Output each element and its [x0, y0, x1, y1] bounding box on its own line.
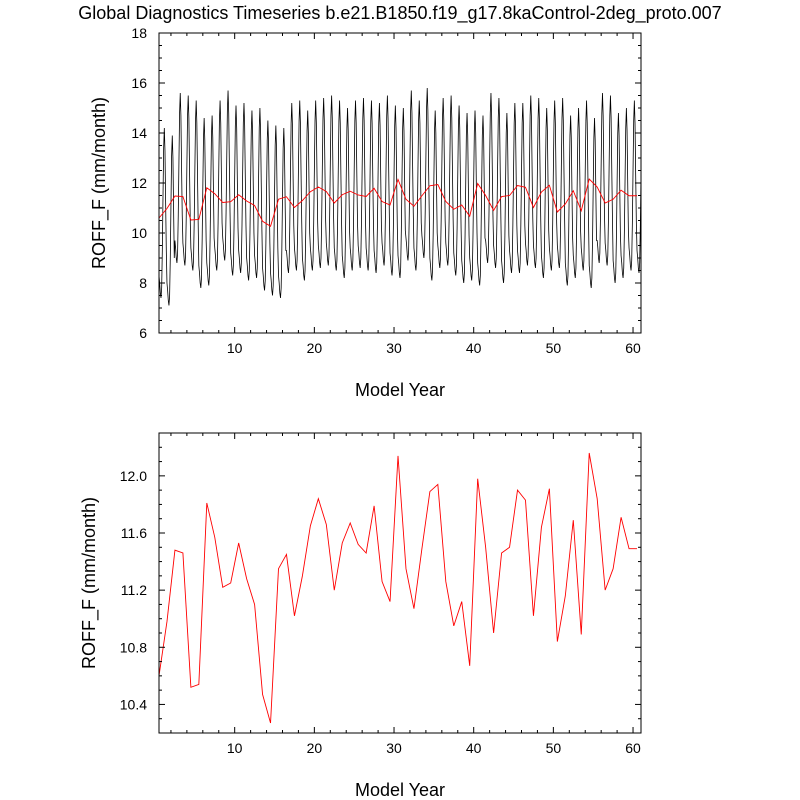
bottom-y-tick-label: 10.4	[120, 696, 147, 712]
bottom-y-tick-label: 10.8	[120, 639, 147, 655]
top-y-tick-label: 10	[131, 225, 147, 241]
top-x-tick-label: 40	[466, 340, 482, 356]
top-annual-series-line	[158, 178, 638, 227]
bottom-x-tick-label: 10	[227, 740, 243, 756]
top-x-tick-label: 30	[386, 340, 402, 356]
top-y-tick-label: 8	[139, 275, 147, 291]
top-y-tick-label: 12	[131, 175, 147, 191]
bottom-panel-ticks: 10 20 30 40 50 60 10.4 10.8 11.2 11.6 12.0	[120, 432, 641, 756]
bottom-x-tick-label: 40	[466, 740, 482, 756]
top-panel-series	[158, 87, 642, 306]
bottom-y-tick-label: 12.0	[120, 468, 147, 484]
top-panel-frame	[158, 32, 642, 334]
bottom-x-tick-label: 30	[386, 740, 402, 756]
bottom-annual-series-line	[158, 452, 638, 724]
top-y-tick-label: 6	[139, 325, 147, 341]
bottom-panel-series	[158, 452, 638, 724]
top-monthly-series-line	[158, 87, 642, 306]
top-x-axis-title: Model Year	[355, 380, 445, 400]
top-y-tick-label: 14	[131, 125, 147, 141]
top-x-tick-label: 10	[227, 340, 243, 356]
bottom-y-tick-label: 11.6	[121, 525, 147, 541]
bottom-x-tick-label: 20	[307, 740, 323, 756]
figure-title: Global Diagnostics Timeseries b.e21.B185…	[78, 3, 721, 24]
top-x-tick-label: 60	[625, 340, 641, 356]
bottom-x-tick-label: 60	[625, 740, 641, 756]
top-panel-ticks: 10 20 30 40 50 60 6 8 10 12 14 16 18	[131, 25, 641, 356]
top-panel: 10 20 30 40 50 60 6 8 10 12 14 16 18 Model Year ROFF…	[89, 25, 642, 400]
bottom-panel: 10 20 30 40 50 60 10.4 10.8 11.2 11.6 12.0 Model Y…	[79, 432, 642, 800]
bottom-y-axis-title: ROFF_F (mm/month)	[79, 497, 100, 669]
bottom-x-tick-label: 50	[546, 740, 562, 756]
bottom-panel-frame	[158, 432, 642, 734]
top-y-tick-label: 16	[131, 75, 147, 91]
top-y-tick-label: 18	[131, 25, 147, 41]
bottom-x-axis-title: Model Year	[355, 780, 445, 800]
top-y-axis-title: ROFF_F (mm/month)	[89, 97, 110, 269]
bottom-y-tick-label: 11.2	[121, 582, 147, 598]
top-x-tick-label: 50	[546, 340, 562, 356]
top-x-tick-label: 20	[307, 340, 323, 356]
